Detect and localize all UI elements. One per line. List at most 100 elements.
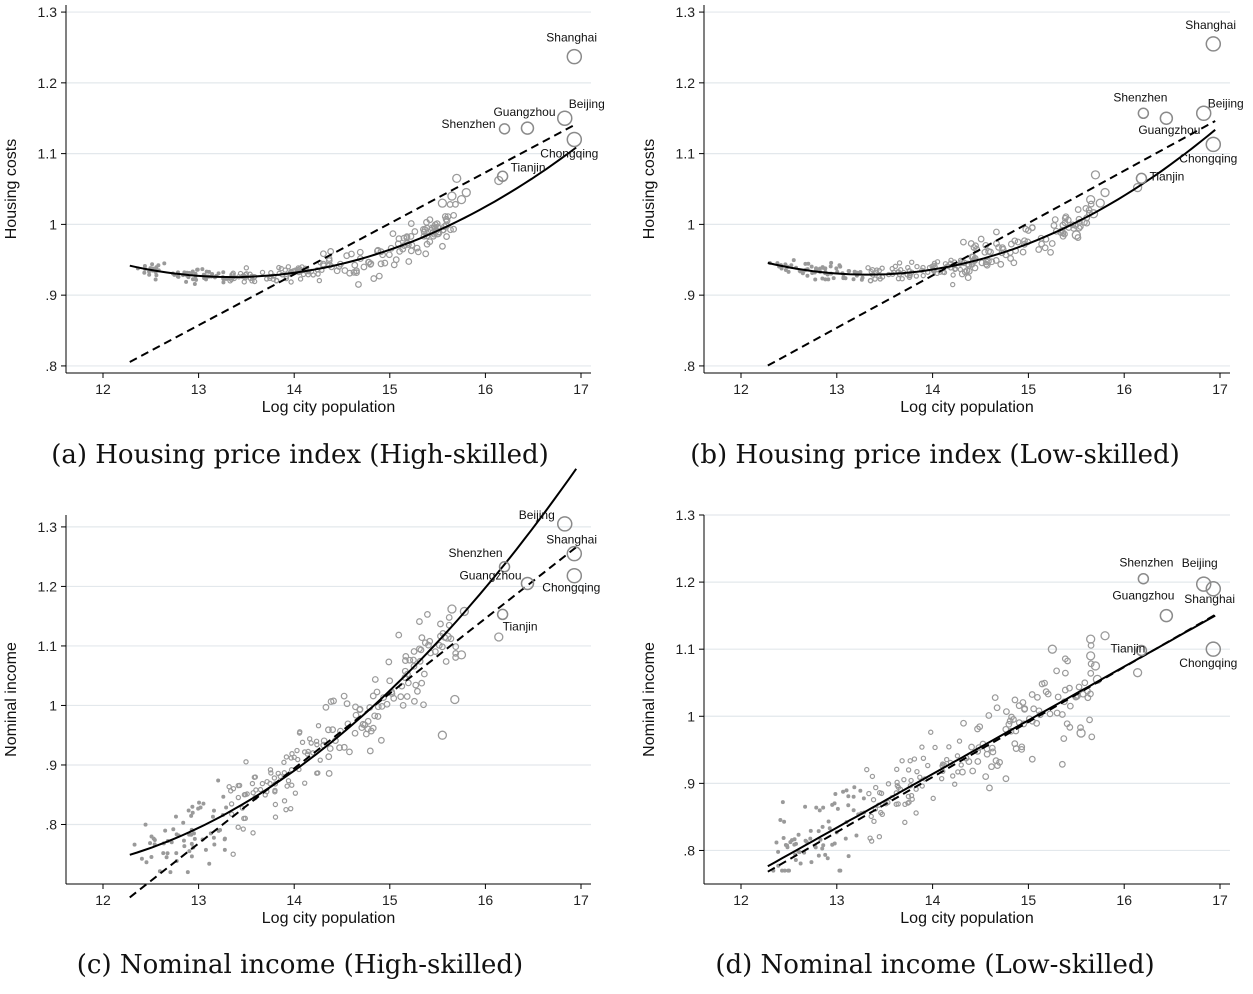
city-point-beijing (556, 110, 573, 126)
y-tick-label: 1.3 (676, 4, 696, 20)
city-point (355, 281, 362, 288)
city-point (216, 271, 221, 276)
city-point (1081, 679, 1089, 687)
city-point (359, 720, 367, 728)
x-tick-label: 15 (1021, 381, 1037, 397)
city-point (272, 814, 279, 820)
city-point (494, 175, 504, 186)
y-tick-label: 1.1 (676, 146, 696, 162)
city-point (835, 806, 840, 811)
city-point (1088, 733, 1096, 741)
panel-d: .8 .9 1 1.1 1.2 1.3 12 13 14 15 16 17 Log city popul… (641, 507, 1237, 980)
city-point (826, 819, 831, 824)
city-point (306, 736, 313, 742)
city-point (373, 688, 381, 696)
city-point (1011, 696, 1019, 704)
city-point (250, 830, 256, 836)
city-point (793, 841, 798, 846)
city-point (422, 250, 430, 258)
city-point (371, 676, 379, 683)
city-point (276, 264, 282, 271)
city-point (405, 258, 413, 265)
city-point (776, 849, 781, 854)
city-point (786, 868, 791, 873)
city-point (820, 824, 825, 829)
city-point (816, 853, 821, 858)
city-point (869, 773, 876, 780)
city-point (447, 191, 457, 201)
city-label-shenzhen: Shenzhen (1119, 556, 1173, 570)
city-point (851, 808, 856, 813)
city-point (885, 799, 891, 806)
x-axis-title: Log city population (262, 399, 395, 416)
city-point (905, 767, 912, 773)
city-point (442, 658, 450, 665)
city-point (411, 697, 418, 705)
city-point (905, 793, 912, 800)
city-point (211, 808, 216, 813)
city-point (165, 851, 170, 856)
city-point (909, 259, 915, 265)
city-point (852, 785, 857, 790)
city-point (243, 265, 250, 271)
city-label-tianjin: Tianjin (503, 619, 538, 633)
city-point (381, 259, 389, 267)
city-point (189, 813, 194, 818)
city-point (906, 799, 912, 805)
city-point (975, 744, 983, 752)
city-point (1086, 194, 1096, 205)
city-point (808, 828, 813, 833)
city-point (377, 260, 385, 268)
city-point (830, 842, 835, 847)
city-point (450, 694, 460, 705)
city-point (319, 250, 327, 258)
city-label-chongqing: Chongqing (1179, 656, 1237, 670)
city-point (190, 810, 195, 815)
city-point (297, 276, 304, 282)
city-point (204, 269, 209, 274)
city-point (968, 743, 975, 751)
city-point (993, 704, 1001, 712)
city-point (420, 670, 428, 678)
city-point (952, 781, 958, 787)
city-point (450, 225, 458, 233)
city-point (281, 770, 288, 776)
city-point (281, 759, 287, 766)
city-label-shenzhen: Shenzhen (442, 117, 496, 131)
city-point (268, 770, 274, 776)
city-point (969, 253, 977, 261)
city-point (1061, 669, 1069, 677)
city-point (390, 261, 398, 269)
city-point (441, 213, 449, 220)
city-point (249, 780, 256, 787)
city-point (1050, 222, 1058, 229)
city-point (982, 260, 990, 268)
city-point (851, 277, 856, 282)
city-point (352, 711, 360, 719)
x-tick-label: 16 (478, 892, 494, 908)
city-point (1088, 209, 1099, 219)
city-point (985, 248, 993, 255)
city-point (294, 747, 300, 754)
city-point (264, 778, 270, 785)
city-point (447, 226, 454, 234)
city-point (437, 198, 448, 208)
city-point (1010, 716, 1017, 723)
city-point (227, 278, 233, 284)
city-point-beijing (1195, 105, 1212, 122)
quadratic-fit-line (129, 146, 577, 279)
city-point (783, 267, 788, 272)
city-point (424, 611, 431, 618)
city-point (285, 778, 292, 784)
city-point (997, 260, 1005, 268)
city-point (435, 641, 443, 649)
city-point (941, 269, 948, 276)
city-point (410, 662, 418, 670)
city-point (452, 200, 459, 208)
city-point (407, 233, 415, 240)
city-point (385, 251, 393, 259)
city-point (190, 277, 195, 282)
linear-fit-line (129, 546, 577, 899)
city-point (296, 730, 303, 736)
city-point (142, 263, 147, 268)
